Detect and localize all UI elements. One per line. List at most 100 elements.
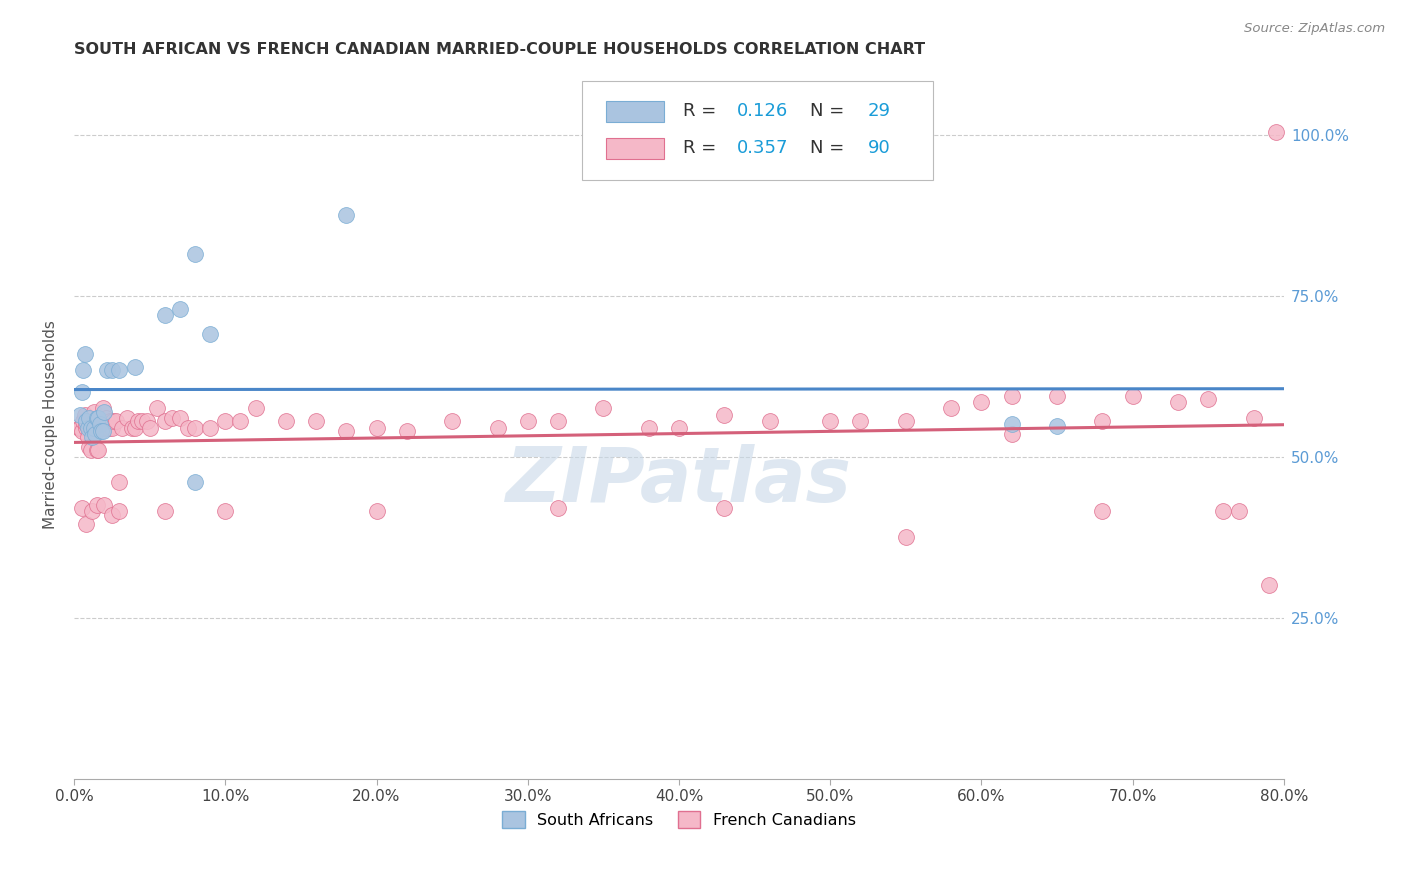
Point [668,421,690,435]
Point [101,421,124,435]
Point [184,247,207,261]
Point [70,501,93,516]
Point [153,308,176,322]
Point [84,421,107,435]
Text: SOUTH AFRICAN VS FRENCH CANADIAN MARRIED-COUPLE HOUSEHOLDS CORRELATION CHART: SOUTH AFRICAN VS FRENCH CANADIAN MARRIED… [75,42,925,57]
Point [176,421,198,435]
Point [169,301,191,316]
Point [214,414,236,428]
Point [96,421,118,435]
Point [87,443,110,458]
Point [115,411,138,425]
Point [89,421,111,435]
Point [162,411,184,425]
Point [395,424,418,438]
Point [131,414,153,428]
Point [75,417,97,432]
Point [849,414,872,428]
Point [124,421,146,435]
Point [86,411,108,425]
Point [108,504,131,518]
Point [86,498,108,512]
Point [198,327,221,342]
Point [70,385,93,400]
Point [73,347,96,361]
Point [72,414,94,428]
Point [335,208,357,222]
Point [82,504,104,518]
Point [77,411,100,425]
Point [818,414,841,428]
Point [713,501,735,516]
FancyBboxPatch shape [606,101,665,122]
Point [105,414,128,428]
Text: 0.126: 0.126 [737,103,789,120]
Legend: South Africans, French Canadians: South Africans, French Canadians [496,805,862,834]
Point [80,421,103,435]
Point [366,421,388,435]
Point [486,421,509,435]
Point [516,414,538,428]
Point [1197,392,1219,406]
Point [100,414,122,428]
Point [441,414,464,428]
Point [245,401,267,416]
FancyBboxPatch shape [606,137,665,159]
Point [101,363,124,377]
Point [83,421,105,435]
Point [89,417,111,432]
Point [75,421,97,435]
Point [1212,504,1234,518]
Point [941,401,963,416]
Point [90,421,112,435]
Point [335,424,357,438]
Point [121,421,143,435]
Point [1001,388,1024,402]
Point [1122,388,1144,402]
Point [135,414,157,428]
Text: 0.357: 0.357 [737,139,789,157]
Point [96,363,118,377]
Point [153,414,176,428]
Text: N =: N = [810,103,849,120]
Text: Source: ZipAtlas.com: Source: ZipAtlas.com [1244,22,1385,36]
Point [229,414,252,428]
Point [547,414,569,428]
Point [70,424,93,438]
Point [758,414,780,428]
Point [305,414,328,428]
Point [894,414,917,428]
Point [1046,388,1069,402]
Point [198,421,221,435]
Point [91,401,114,416]
Point [274,414,297,428]
Point [72,363,94,377]
Text: R =: R = [683,139,721,157]
Point [124,359,146,374]
Text: 90: 90 [868,139,890,157]
Point [1091,414,1114,428]
Point [111,421,134,435]
FancyBboxPatch shape [582,81,934,180]
Point [1167,395,1189,409]
Point [75,517,97,532]
Text: ZIPatlas: ZIPatlas [506,444,852,518]
Point [637,421,659,435]
Point [75,414,97,428]
Point [93,421,115,435]
Point [86,443,108,458]
Text: N =: N = [810,139,849,157]
Point [76,430,98,444]
Point [91,424,114,438]
Text: R =: R = [683,103,721,120]
Point [94,411,117,425]
Point [103,414,125,428]
Point [69,408,91,422]
Point [1091,504,1114,518]
Point [82,421,104,435]
Point [1265,125,1288,139]
Point [184,421,207,435]
Point [184,475,207,490]
Point [67,421,90,435]
Point [138,421,160,435]
